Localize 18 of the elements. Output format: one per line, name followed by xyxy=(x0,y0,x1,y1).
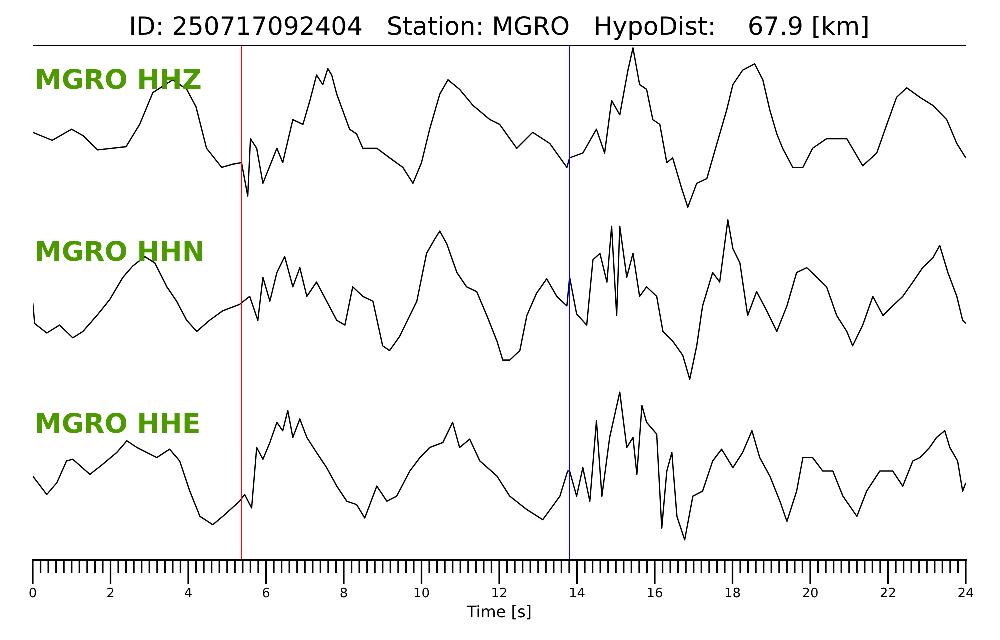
x-tick-label: 18 xyxy=(724,586,742,602)
annotation: MGRO HHE xyxy=(35,409,201,440)
x-tick-label: 24 xyxy=(958,586,974,602)
x-tick-label: 10 xyxy=(413,586,430,602)
x-tick-label: 16 xyxy=(646,586,664,602)
x-tick-label: 22 xyxy=(880,586,897,602)
x-tick-label: 6 xyxy=(262,586,270,602)
x-tick-label: 8 xyxy=(340,586,348,602)
x-tick-label: 12 xyxy=(491,586,508,602)
annotation: MGRO HHZ xyxy=(35,65,202,96)
x-tick-label: 20 xyxy=(802,586,819,602)
chart-title: ID: 250717092404 Station: MGRO HypoDist: 67.9 [km] xyxy=(128,11,871,43)
x-tick-label: 2 xyxy=(106,586,115,602)
x-axis-title: Time [s] xyxy=(466,602,532,622)
x-tick-label: 0 xyxy=(28,586,38,602)
annotation: MGRO HHN xyxy=(35,237,205,268)
x-tick-label: 4 xyxy=(184,586,193,602)
x-tick-label: 14 xyxy=(568,586,586,602)
